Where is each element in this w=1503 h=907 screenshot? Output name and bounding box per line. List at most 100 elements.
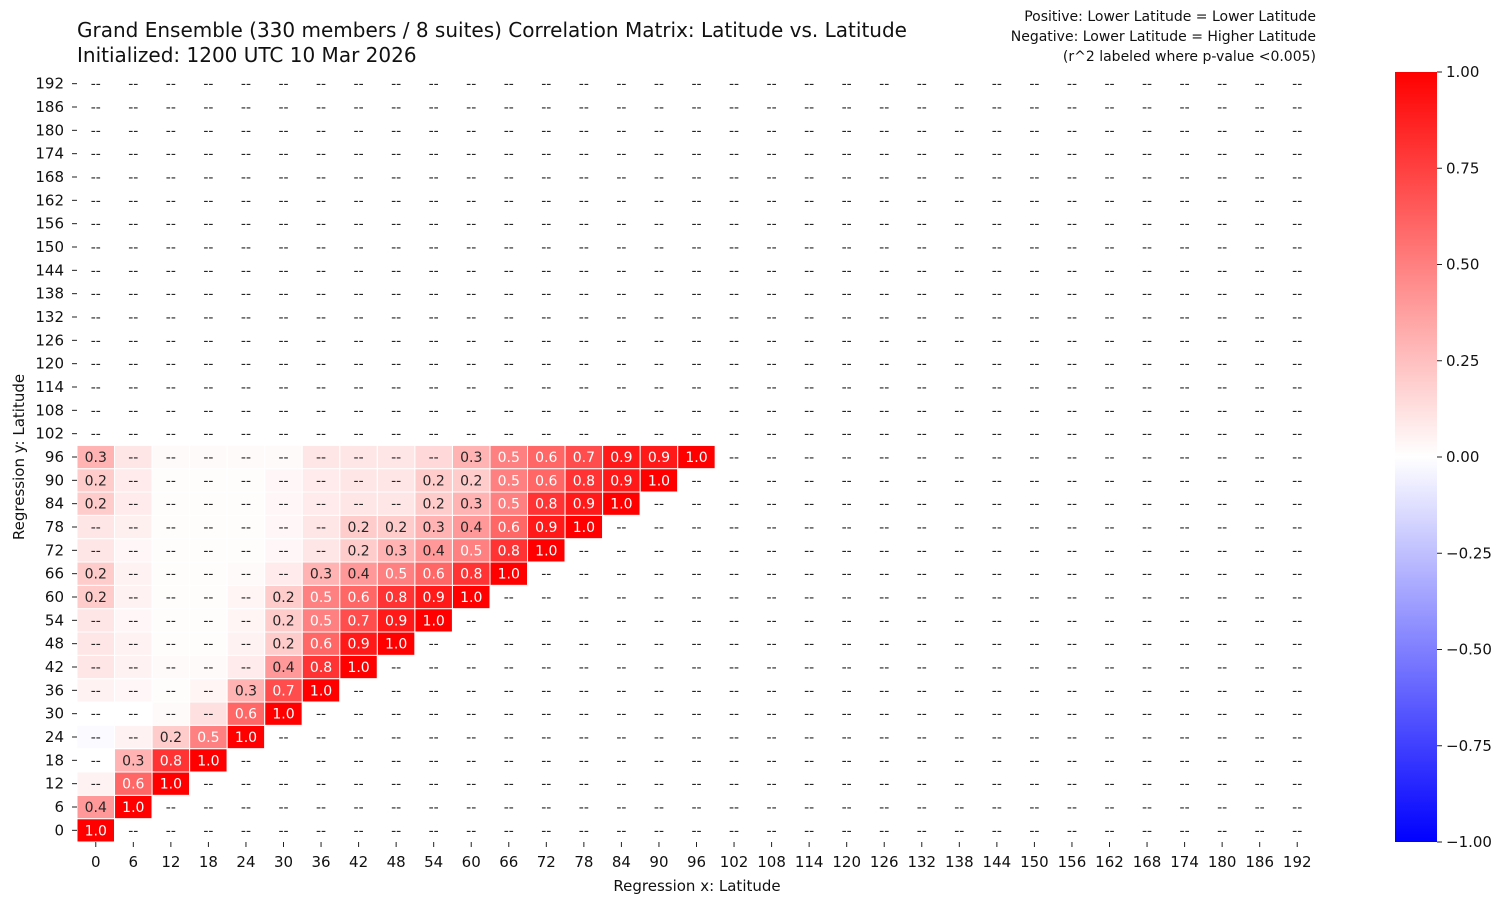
cell-label: -- — [203, 287, 213, 303]
cell-label: -- — [203, 497, 213, 513]
cell-label: -- — [1292, 613, 1302, 629]
cell-label: -- — [1067, 263, 1077, 279]
cell-label: -- — [1292, 567, 1302, 583]
cell-label: -- — [391, 123, 401, 139]
cell-label: -- — [842, 753, 852, 769]
cell-label: -- — [128, 333, 138, 349]
cell-label: -- — [579, 427, 589, 443]
cell-label: -- — [954, 660, 964, 676]
cell-label: -- — [804, 123, 814, 139]
cell-label: -- — [616, 217, 626, 233]
cell-label: -- — [842, 473, 852, 489]
cell-label: -- — [691, 240, 701, 256]
cell-label: -- — [1104, 800, 1114, 816]
legend-note-pvalue: (r^2 labeled where p-value <0.005) — [1062, 49, 1316, 65]
cell-label: -- — [1255, 310, 1265, 326]
cell-label: -- — [429, 683, 439, 699]
cell-label: -- — [354, 777, 364, 793]
x-tick-label: 168 — [1133, 853, 1162, 871]
cell-label: -- — [1104, 193, 1114, 209]
cell-label: -- — [1029, 567, 1039, 583]
cell-label: -- — [1292, 520, 1302, 536]
cell-label: -- — [992, 613, 1002, 629]
cell-label: -- — [128, 637, 138, 653]
cell-label: -- — [767, 333, 777, 349]
cell-label: -- — [354, 800, 364, 816]
cell-label: -- — [1217, 567, 1227, 583]
cell-label: -- — [1104, 707, 1114, 723]
cell-label: -- — [1255, 287, 1265, 303]
cell-label: 0.3 — [235, 683, 257, 699]
cell-label: -- — [1255, 567, 1265, 583]
cell-label: -- — [1067, 333, 1077, 349]
cell-label: -- — [278, 287, 288, 303]
cell-label: -- — [1104, 427, 1114, 443]
cell-label: -- — [1029, 800, 1039, 816]
cell-label: -- — [954, 683, 964, 699]
cell-label: -- — [241, 240, 251, 256]
cell-label: -- — [804, 240, 814, 256]
cell-label: -- — [1067, 683, 1077, 699]
cell-label: -- — [654, 567, 664, 583]
cell-label: -- — [1104, 497, 1114, 513]
cell-label: -- — [1104, 263, 1114, 279]
cell-label: -- — [954, 473, 964, 489]
x-tick-label: 144 — [983, 853, 1012, 871]
y-tick-label: 84 — [45, 495, 64, 513]
cell-label: -- — [691, 333, 701, 349]
cell-label: -- — [1067, 310, 1077, 326]
cell-label: -- — [879, 217, 889, 233]
cell-label: -- — [1180, 543, 1190, 559]
cell-label: 0.3 — [310, 567, 332, 583]
cell-label: -- — [1217, 683, 1227, 699]
cell-label: -- — [1142, 217, 1152, 233]
cell-label: -- — [429, 263, 439, 279]
cell-label: -- — [391, 263, 401, 279]
cell-label: -- — [954, 753, 964, 769]
cell-label: -- — [429, 77, 439, 93]
cell-label: -- — [804, 287, 814, 303]
cell-label: -- — [1217, 450, 1227, 466]
cell-label: -- — [691, 730, 701, 746]
cell-label: 0.4 — [85, 800, 107, 816]
cell-label: -- — [1255, 823, 1265, 839]
cell-label: -- — [767, 357, 777, 373]
cell-label: -- — [804, 380, 814, 396]
cell-label: -- — [391, 310, 401, 326]
cell-label: -- — [128, 427, 138, 443]
x-tick-label: 126 — [870, 853, 899, 871]
x-tick-label: 186 — [1245, 853, 1274, 871]
cell-label: -- — [954, 613, 964, 629]
cell-label: -- — [541, 147, 551, 163]
cell-label: -- — [429, 753, 439, 769]
cell-label: 0.5 — [460, 543, 482, 559]
cell-label: -- — [391, 800, 401, 816]
cell-label: -- — [278, 263, 288, 279]
cell-label: -- — [1255, 753, 1265, 769]
cell-label: -- — [1104, 637, 1114, 653]
cell-label: -- — [842, 193, 852, 209]
cell-label: -- — [691, 683, 701, 699]
cell-label: -- — [1104, 683, 1114, 699]
cell-label: -- — [166, 823, 176, 839]
x-tick-label: 174 — [1170, 853, 1199, 871]
cell-label: -- — [992, 800, 1002, 816]
cell-label: -- — [579, 707, 589, 723]
cell-label: -- — [1104, 753, 1114, 769]
cell-label: -- — [1292, 147, 1302, 163]
cell-label: -- — [278, 753, 288, 769]
cell-label: -- — [1217, 777, 1227, 793]
y-tick-label: 78 — [45, 518, 64, 536]
cell-label: -- — [1217, 170, 1227, 186]
cell-label: -- — [654, 730, 664, 746]
cell-label: 0.8 — [460, 567, 482, 583]
cell-label: -- — [166, 123, 176, 139]
cell-label: -- — [1029, 170, 1039, 186]
cell-label: -- — [166, 380, 176, 396]
cell-label: -- — [1029, 310, 1039, 326]
cell-label: 0.6 — [535, 450, 557, 466]
cell-label: -- — [954, 147, 964, 163]
colorbar-tick-label: −0.50 — [1446, 641, 1492, 659]
cell-label: -- — [917, 77, 927, 93]
cell-label: -- — [1142, 77, 1152, 93]
